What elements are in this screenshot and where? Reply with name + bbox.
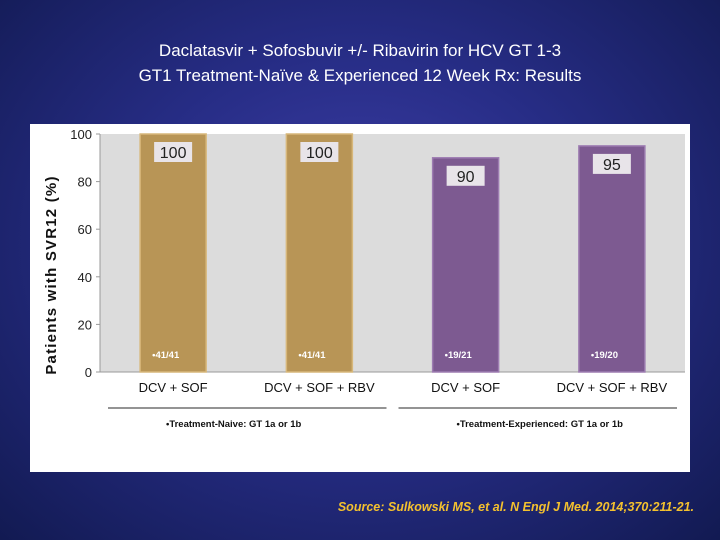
y-axis-title: Patients with SVR12 (%) [43, 175, 60, 374]
chart-panel: 0 20 40 60 80 100 Patients with SVR12 (%) 100 •4… [30, 124, 690, 472]
group-label: •Treatment-Experienced: GT 1a or 1b [457, 419, 624, 430]
svr-bar-chart: 0 20 40 60 80 100 Patients with SVR12 (%) 100 •4… [43, 127, 685, 430]
x-category-label: DCV + SOF + RBV [264, 380, 375, 395]
bar-count-label: •41/41 [298, 350, 326, 361]
bar [578, 145, 646, 373]
bar-value-label: 90 [457, 169, 475, 186]
bar-value-label: 100 [306, 145, 333, 162]
bar-value-label: 95 [603, 157, 621, 174]
bar-count-label: •19/20 [591, 350, 618, 361]
bar-value-box [154, 142, 193, 162]
y-tick-label: 40 [78, 270, 92, 285]
bar-value-box [300, 142, 339, 162]
y-tick-label: 80 [78, 175, 92, 190]
group-label: •Treatment-Naive: GT 1a or 1b [166, 419, 302, 430]
bar-count-label: •19/21 [445, 350, 473, 361]
source-citation: Source: Sulkowski MS, et al. N Engl J Me… [337, 500, 694, 514]
bar-count-label: •41/41 [152, 350, 180, 361]
bar-value-label: 100 [160, 145, 187, 162]
title-line-2: GT1 Treatment-Naïve & Experienced 12 Wee… [138, 66, 582, 85]
y-tick-label: 60 [78, 222, 92, 237]
y-tick-label: 100 [70, 127, 92, 142]
title-line-1: Daclatasvir + Sofosbuvir +/- Ribavirin f… [158, 41, 562, 60]
slide-title: Daclatasvir + Sofosbuvir +/- Ribavirin f… [0, 38, 720, 88]
bar [285, 133, 354, 373]
bar-value-box [446, 165, 485, 186]
bar [431, 157, 500, 373]
x-category-label: DCV + SOF + RBV [557, 380, 668, 395]
bar-value-box [592, 153, 631, 174]
bar [139, 133, 207, 373]
x-category-label: DCV + SOF [431, 380, 500, 395]
y-tick-label: 20 [78, 317, 92, 332]
x-category-label: DCV + SOF [139, 380, 208, 395]
y-tick-label: 0 [85, 365, 92, 380]
